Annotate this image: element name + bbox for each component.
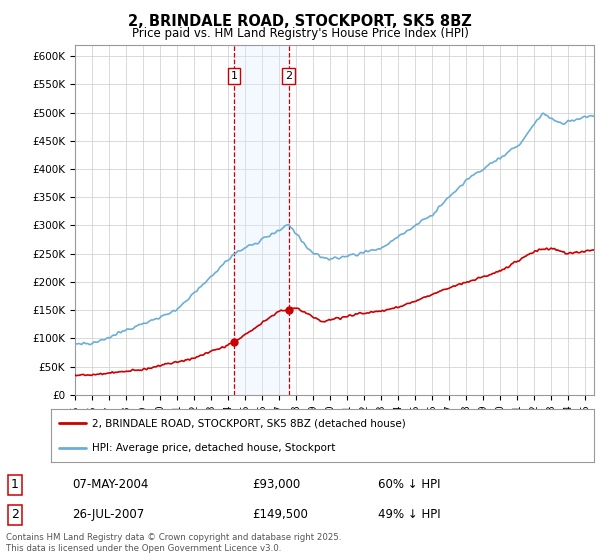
Text: 2: 2 [11,508,19,521]
Text: 49% ↓ HPI: 49% ↓ HPI [378,508,440,521]
Text: £149,500: £149,500 [252,508,308,521]
Text: 2, BRINDALE ROAD, STOCKPORT, SK5 8BZ: 2, BRINDALE ROAD, STOCKPORT, SK5 8BZ [128,14,472,29]
Text: 1: 1 [230,71,238,81]
Text: Contains HM Land Registry data © Crown copyright and database right 2025.
This d: Contains HM Land Registry data © Crown c… [6,533,341,553]
Bar [234,45,289,395]
Text: 26-JUL-2007: 26-JUL-2007 [72,508,144,521]
Text: 2, BRINDALE ROAD, STOCKPORT, SK5 8BZ (detached house): 2, BRINDALE ROAD, STOCKPORT, SK5 8BZ (de… [92,418,406,428]
Text: 07-MAY-2004: 07-MAY-2004 [72,478,148,491]
Text: 1: 1 [11,478,19,491]
Text: HPI: Average price, detached house, Stockport: HPI: Average price, detached house, Stoc… [92,442,335,452]
Text: 60% ↓ HPI: 60% ↓ HPI [378,478,440,491]
Text: 2: 2 [285,71,292,81]
Text: £93,000: £93,000 [252,478,300,491]
Text: Price paid vs. HM Land Registry's House Price Index (HPI): Price paid vs. HM Land Registry's House … [131,27,469,40]
